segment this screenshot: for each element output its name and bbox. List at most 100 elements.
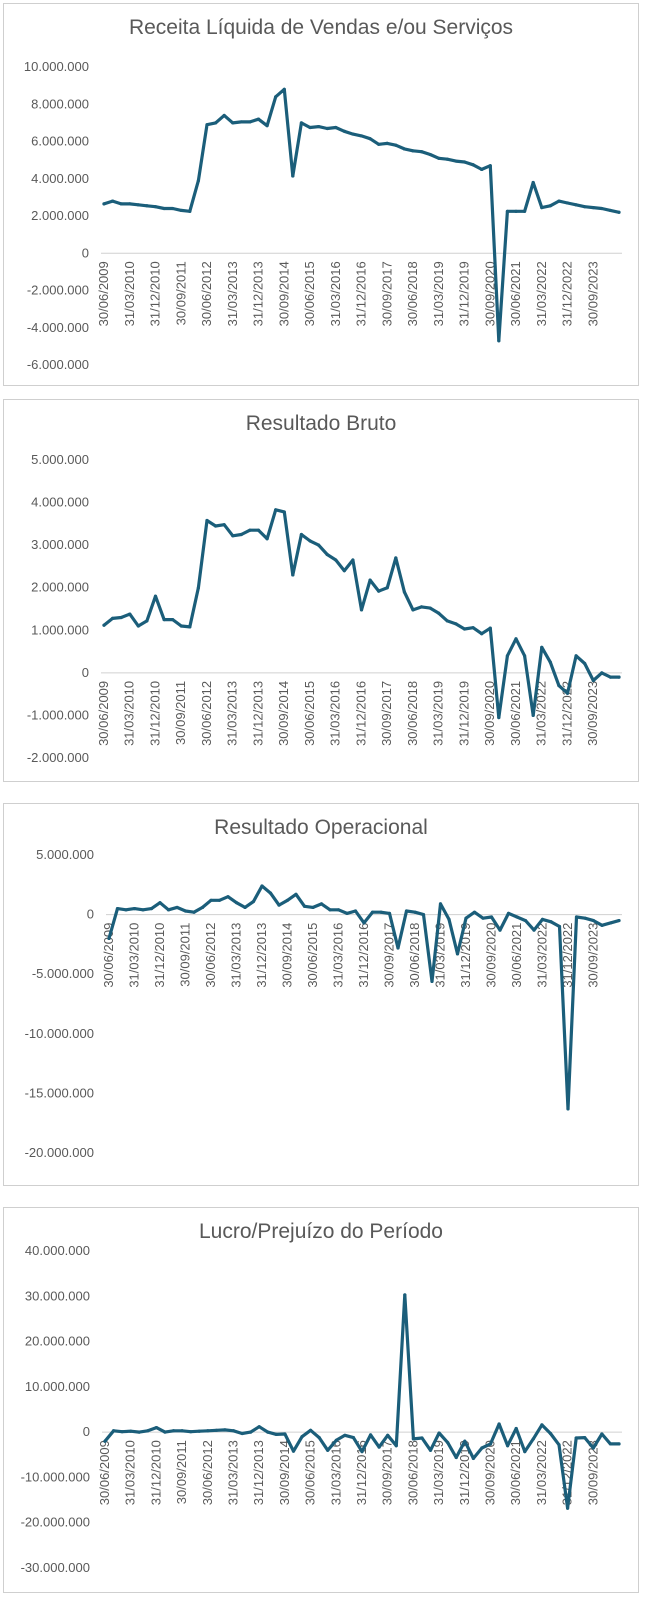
x-tick-label: 31/12/2013 (251, 261, 266, 326)
x-tick-label: 31/12/2019 (457, 681, 472, 746)
data-point (454, 1455, 458, 1460)
data-point (217, 898, 222, 902)
x-tick-label: 30/06/2009 (97, 1440, 112, 1505)
x-tick-label: 30/09/2014 (276, 261, 291, 326)
data-point (158, 901, 162, 905)
data-point (180, 1429, 184, 1433)
data-point (540, 206, 544, 210)
data-point (166, 908, 171, 912)
chart-plot-lucro-prejuizo: 40.000.000 30.000.000 20.000.000 10.000.000… (21, 1243, 622, 1575)
y-tick-label: -1.000.000 (27, 707, 89, 722)
data-point (617, 918, 621, 923)
data-point (463, 1439, 467, 1443)
data-point (394, 1444, 398, 1448)
x-tick-label: 30/06/2021 (508, 1440, 523, 1505)
x-tick-label: 30/06/2018 (405, 261, 420, 326)
data-point (145, 619, 149, 623)
data-point (282, 87, 286, 91)
data-point (213, 121, 218, 125)
data-point (522, 654, 527, 658)
data-point (583, 205, 587, 209)
x-tick-label: 30/06/2012 (203, 923, 218, 988)
data-point (128, 202, 132, 206)
data-point (574, 203, 578, 207)
y-tick-label: -10.000.000 (21, 1469, 90, 1484)
x-tick-label: 31/12/2013 (251, 1440, 266, 1505)
data-point (411, 608, 415, 612)
data-point (162, 206, 166, 211)
data-point (311, 905, 315, 910)
x-tick-label: 31/12/2019 (457, 1440, 472, 1505)
data-point (557, 1443, 561, 1447)
data-point (299, 532, 304, 537)
x-tick-label: 31/03/2019 (431, 681, 446, 746)
data-point (137, 1430, 141, 1434)
data-point (291, 1449, 296, 1453)
data-point (411, 1437, 415, 1441)
data-point (420, 1436, 424, 1440)
y-tick-label: 4.000.000 (31, 495, 89, 510)
data-point (179, 624, 183, 628)
y-tick-label: 40.000.000 (25, 1243, 90, 1258)
data-point (377, 589, 381, 593)
x-tick-label: 30/09/2020 (483, 1440, 498, 1505)
x-tick-label: 30/06/2012 (200, 1440, 215, 1505)
x-tick-label: 31/12/2010 (148, 261, 163, 326)
data-point (437, 156, 441, 160)
data-point (129, 1429, 133, 1433)
x-tick-label: 31/12/2022 (560, 261, 575, 326)
x-tick-label: 31/12/2016 (354, 261, 369, 326)
data-point (226, 895, 230, 899)
data-point (591, 918, 596, 923)
data-point (239, 532, 243, 537)
data-point (505, 654, 510, 658)
data-point (132, 907, 137, 911)
x-tick-label: 30/06/2018 (405, 1440, 420, 1505)
data-point (402, 590, 407, 594)
data-point (260, 884, 264, 888)
data-point (497, 715, 501, 720)
data-point (345, 911, 349, 916)
data-point (523, 918, 528, 923)
data-point (506, 911, 511, 916)
x-tick-label: 31/12/2010 (152, 923, 167, 988)
x-tick-label: 31/03/2016 (328, 1440, 343, 1505)
y-tick-label: -20.000.000 (25, 1145, 94, 1160)
x-tick-label: 30/09/2011 (174, 1440, 189, 1504)
data-point (480, 1446, 484, 1450)
chart-panel-lucro-prejuizo: Lucro/Prejuízo do Período 40.000.000 30.0… (3, 1207, 639, 1593)
chart-title: Resultado Bruto (245, 412, 397, 435)
data-point (222, 113, 226, 118)
x-tick-label: 31/03/2019 (431, 1440, 446, 1505)
data-point (359, 134, 364, 138)
data-point (336, 908, 341, 912)
data-point (223, 1428, 227, 1432)
y-tick-label: -6.000.000 (27, 357, 89, 372)
data-point (205, 518, 209, 523)
data-point (515, 915, 519, 919)
chart-panel-resultado-operacional: Resultado Operacional 5.000.000 0 -5.000.0… (3, 803, 639, 1186)
data-point (566, 1506, 570, 1510)
data-point (394, 556, 398, 560)
x-tick-label: 30/09/2017 (380, 1440, 395, 1505)
data-point (447, 917, 451, 921)
chart-panel-receita-liquida: Receita Líquida de Vendas e/ou Serviços … (3, 3, 639, 386)
x-tick-label: 30/06/2015 (302, 681, 317, 746)
data-point (213, 524, 218, 528)
data-point (514, 637, 518, 641)
data-point (532, 928, 536, 932)
x-tick-label: 30/06/2012 (199, 261, 214, 326)
chart-panel-resultado-bruto: Resultado Bruto 5.000.000 4.000.000 3.000.… (3, 399, 639, 782)
data-point (445, 157, 449, 161)
x-tick-label: 30/06/2021 (509, 923, 524, 988)
data-point (308, 125, 312, 130)
x-tick-label: 31/03/2010 (122, 681, 137, 746)
y-tick-label: -15.000.000 (25, 1085, 94, 1100)
data-point (115, 907, 120, 911)
data-point (489, 915, 494, 919)
data-point (206, 1429, 210, 1433)
data-point (136, 624, 140, 628)
data-point (309, 1428, 313, 1432)
data-point (136, 203, 140, 207)
data-point (316, 125, 321, 129)
